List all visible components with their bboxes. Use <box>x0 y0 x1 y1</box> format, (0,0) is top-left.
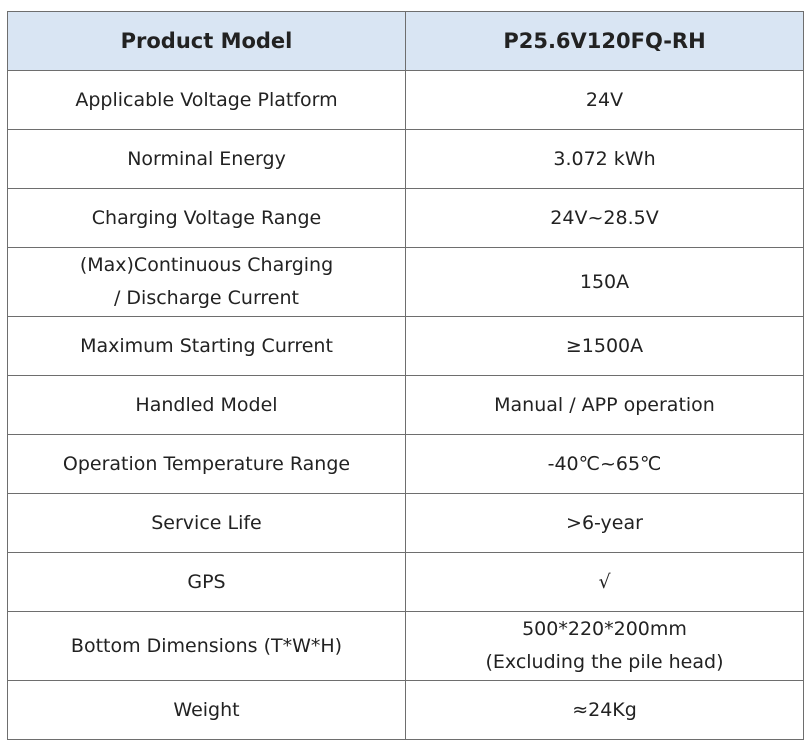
header-label-cell: Product Model <box>7 11 406 71</box>
row-value: 24V <box>405 70 804 130</box>
header-model-cell: P25.6V120FQ-RH <box>405 11 804 71</box>
row-label-line: (Max)Continuous Charging <box>79 254 334 276</box>
row-value: 150A <box>405 247 804 317</box>
table-header-row: Product Model P25.6V120FQ-RH <box>7 11 804 71</box>
row-label: Operation Temperature Range <box>7 434 406 494</box>
table-row: Weight ≈24Kg <box>7 680 804 740</box>
table-row: Norminal Energy 3.072 kWh <box>7 129 804 189</box>
row-label: Norminal Energy <box>7 129 406 189</box>
row-label: Maximum Starting Current <box>7 316 406 376</box>
row-value: √ <box>405 552 804 612</box>
row-value: 3.072 kWh <box>405 129 804 189</box>
table-row: Bottom Dimensions (T*W*H) 500*220*200mm … <box>7 611 804 681</box>
row-label-line: / Discharge Current <box>113 287 299 309</box>
table-row: Handled Model Manual / APP operation <box>7 375 804 435</box>
row-value: -40℃~65℃ <box>405 434 804 494</box>
row-value-line: (Excluding the pile head) <box>485 651 724 673</box>
spec-table: Product Model P25.6V120FQ-RH Applicable … <box>7 11 804 740</box>
row-label: Applicable Voltage Platform <box>7 70 406 130</box>
row-label: Service Life <box>7 493 406 553</box>
row-label: Charging Voltage Range <box>7 188 406 248</box>
row-value: ≥1500A <box>405 316 804 376</box>
table-row: Charging Voltage Range 24V~28.5V <box>7 188 804 248</box>
row-value: Manual / APP operation <box>405 375 804 435</box>
row-label: GPS <box>7 552 406 612</box>
row-label: Handled Model <box>7 375 406 435</box>
row-value: 500*220*200mm (Excluding the pile head) <box>405 611 804 681</box>
table-row: Operation Temperature Range -40℃~65℃ <box>7 434 804 494</box>
table-row: GPS √ <box>7 552 804 612</box>
row-value: 24V~28.5V <box>405 188 804 248</box>
table-row: Maximum Starting Current ≥1500A <box>7 316 804 376</box>
row-value-line: 500*220*200mm <box>522 618 687 640</box>
row-label: Bottom Dimensions (T*W*H) <box>7 611 406 681</box>
row-label: (Max)Continuous Charging / Discharge Cur… <box>7 247 406 317</box>
table-row: Applicable Voltage Platform 24V <box>7 70 804 130</box>
row-value: ≈24Kg <box>405 680 804 740</box>
table-row: (Max)Continuous Charging / Discharge Cur… <box>7 247 804 317</box>
row-label: Weight <box>7 680 406 740</box>
row-value: >6-year <box>405 493 804 553</box>
table-row: Service Life >6-year <box>7 493 804 553</box>
